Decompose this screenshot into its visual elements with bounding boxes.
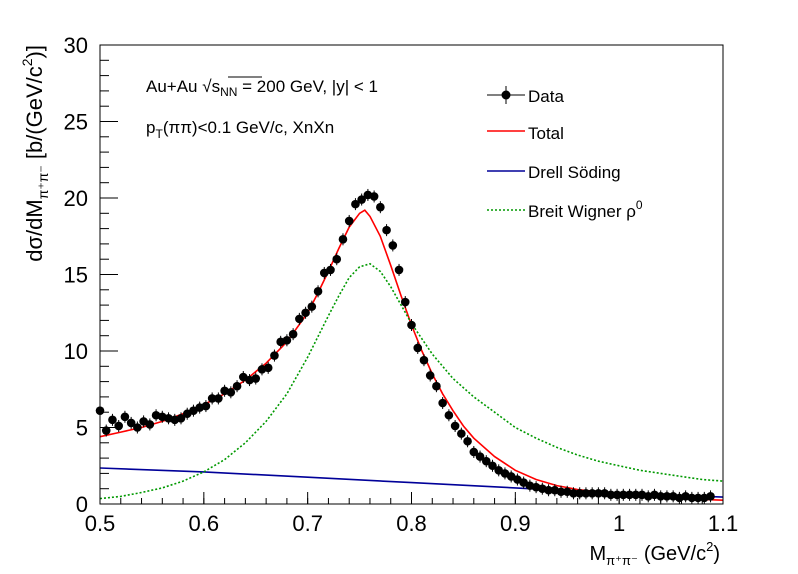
data-point [594, 488, 603, 498]
data-point [587, 488, 597, 498]
data-point [282, 335, 292, 345]
data-point [313, 287, 323, 296]
y-tick-label: 10 [64, 339, 88, 364]
y-tick-label: 25 [64, 110, 88, 135]
legend-label-drell-soding: Drell Söding [528, 163, 621, 182]
x-tick-label: 0.9 [500, 511, 531, 536]
data-point [214, 394, 223, 403]
data-point [419, 355, 429, 365]
axis-ticks: 0.5 0.6 0.7 0.8 0.9 1 1.1 0 5 10 15 20 25 30 [64, 33, 739, 536]
data-point [569, 488, 578, 498]
x-tick-label: 1.1 [708, 511, 739, 536]
data-point [394, 265, 404, 275]
y-tick-label: 5 [76, 416, 88, 441]
data-point [693, 493, 703, 503]
data-point [376, 202, 385, 212]
data-point [581, 488, 591, 498]
data-point [176, 414, 186, 423]
data-point [463, 436, 472, 446]
data-point [575, 488, 585, 498]
x-tick-label: 0.8 [396, 511, 427, 536]
x-tick-label: 0.6 [189, 511, 220, 536]
data-point [450, 421, 460, 431]
data-point [226, 388, 236, 397]
x-tick-label: 1 [613, 511, 625, 536]
pt-cut-annotation: pT(ππ)<0.1 GeV/c, XnXn [146, 118, 334, 141]
data-point [207, 394, 217, 403]
data-point [338, 235, 348, 244]
x-axis-label: Mπ⁺π⁻ (GeV/c2) [590, 539, 721, 568]
data-point [606, 490, 616, 500]
data-point [425, 371, 435, 380]
data-point [344, 216, 354, 226]
data-point [307, 302, 317, 311]
data-point [400, 297, 410, 307]
data-point [625, 490, 634, 500]
y-axis-label: dσ/dMπ⁺π⁻[b/(GeV/c2)] [19, 45, 51, 262]
data-point [631, 490, 641, 500]
collision-annotation: Au+Au √sNN = 200 GeV, |y| < 1 [146, 77, 378, 99]
data-points [95, 188, 715, 504]
data-point [133, 423, 142, 432]
data-point [120, 412, 130, 422]
legend-entry-data: Data [487, 86, 564, 106]
data-point [295, 314, 304, 324]
data-point [288, 329, 298, 339]
data-point [413, 343, 423, 353]
data-point [126, 418, 136, 428]
data-point [481, 456, 491, 466]
data-point [432, 381, 441, 391]
data-point [357, 195, 366, 204]
data-point [232, 381, 242, 391]
data-point [438, 398, 447, 408]
legend-entry-breit-wigner: Breit Wigner ρ0 [487, 198, 643, 221]
data-point [351, 199, 360, 209]
y-tick-label: 15 [64, 263, 88, 288]
data-point [444, 410, 454, 420]
y-tick-label: 20 [64, 186, 88, 211]
data-point [457, 429, 466, 438]
data-point [475, 452, 485, 461]
data-point [656, 492, 665, 501]
legend: Data Total Drell Söding Breit Wigner ρ0 [487, 86, 643, 221]
sqrt-symbol: √ [202, 77, 212, 96]
x-tick-label: 0.7 [292, 511, 323, 536]
data-point [326, 265, 335, 275]
data-point [556, 487, 566, 497]
data-point [469, 447, 479, 457]
legend-entry-total: Total [487, 124, 564, 143]
data-point [369, 192, 379, 201]
data-point [382, 225, 391, 235]
data-point [270, 351, 279, 360]
breit-wigner-curve [99, 262, 724, 500]
legend-label-data: Data [528, 87, 564, 106]
data-point [687, 493, 697, 503]
data-point [114, 421, 123, 431]
legend-label-total: Total [528, 124, 564, 143]
data-point [619, 490, 628, 500]
data-point [388, 241, 398, 250]
data-point [301, 308, 310, 318]
data-point [145, 420, 155, 429]
data-point [544, 485, 553, 495]
x-tick-label: 0.5 [85, 511, 116, 536]
data-point [662, 492, 672, 501]
y-tick-label: 30 [64, 33, 88, 58]
data-point [108, 415, 117, 425]
data-point [101, 426, 111, 435]
data-point [407, 320, 416, 330]
data-point [201, 401, 211, 411]
legend-entry-drell-soding: Drell Söding [487, 163, 621, 182]
data-point [488, 461, 497, 471]
data-point [332, 254, 342, 264]
data-point [263, 363, 273, 373]
y-tick-label: 0 [76, 492, 88, 517]
data-point [706, 492, 715, 501]
legend-label-breit-wigner: Breit Wigner ρ0 [528, 198, 643, 221]
data-point [251, 374, 261, 383]
